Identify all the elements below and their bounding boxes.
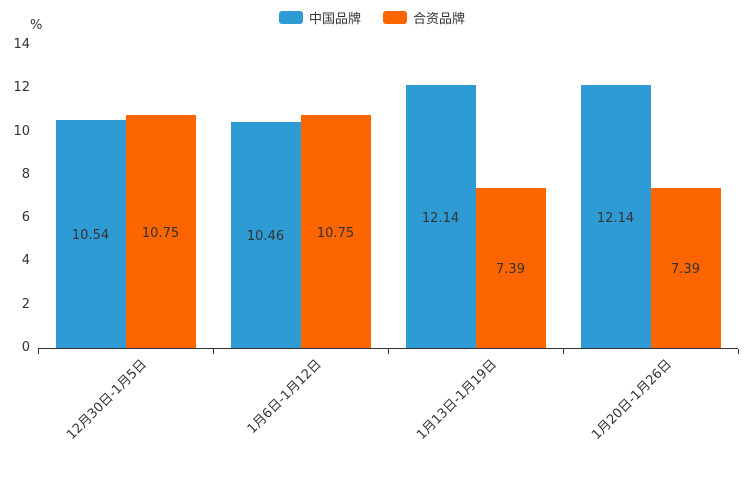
bar-value-label: 10.54 — [71, 227, 110, 243]
bar-value-label: 10.75 — [141, 225, 180, 241]
x-axis-label: 1月6日-1月12日 — [245, 357, 326, 437]
bar-series1-cat2 — [230, 121, 301, 348]
bar-series2-cat3 — [475, 188, 546, 348]
y-axis-unit-label: % — [30, 18, 43, 33]
plot-area: 10.54 10.75 10.46 10.75 12.14 7.39 12.14 7.39 — [38, 45, 738, 348]
y-tick-label: 10 — [13, 123, 30, 139]
y-tick-label: 6 — [21, 210, 30, 226]
bar-value-label: 7.39 — [671, 262, 700, 278]
bar-value-label: 10.46 — [246, 228, 285, 244]
bar-series2-cat2 — [300, 115, 371, 348]
y-tick-label: 12 — [13, 80, 30, 96]
x-axis-tick — [563, 349, 564, 354]
x-axis-label: 1月13日-1月19日 — [414, 357, 501, 443]
x-axis-tick — [38, 349, 39, 354]
legend-swatch — [383, 11, 407, 24]
y-tick-label: 4 — [21, 253, 30, 269]
y-tick-label: 0 — [21, 340, 30, 355]
legend-swatch — [278, 11, 303, 24]
bar-series1-cat4 — [580, 85, 651, 348]
bar-series1-cat1 — [55, 119, 126, 348]
bar-value-label: 7.39 — [496, 262, 525, 278]
legend-label: 中国品牌 — [308, 12, 361, 27]
x-axis-tick — [213, 349, 214, 354]
legend: 中国品牌 合资品牌 — [0, 8, 744, 27]
x-axis-label: 1月20日-1月26日 — [589, 357, 676, 443]
y-tick-label: 8 — [21, 166, 30, 182]
x-axis-tick — [388, 349, 389, 354]
bar-value-label: 10.75 — [316, 225, 355, 241]
y-tick-label: 2 — [21, 296, 30, 312]
bar-value-label: 12.14 — [421, 210, 460, 226]
legend-label: 合资品牌 — [413, 12, 466, 27]
y-tick-label: 14 — [13, 37, 30, 52]
legend-item-2[interactable]: 合资品牌 — [383, 8, 465, 27]
bar-value-label: 12.14 — [596, 210, 635, 226]
legend-item-1[interactable]: 中国品牌 — [278, 8, 361, 27]
x-axis-tick — [738, 349, 739, 354]
bar-series1-cat3 — [405, 85, 476, 348]
bar-series2-cat1 — [125, 115, 196, 348]
x-axis-label: 12月30日-1月5日 — [64, 357, 151, 443]
x-axis-line — [38, 348, 738, 349]
bar-series2-cat4 — [650, 188, 721, 348]
